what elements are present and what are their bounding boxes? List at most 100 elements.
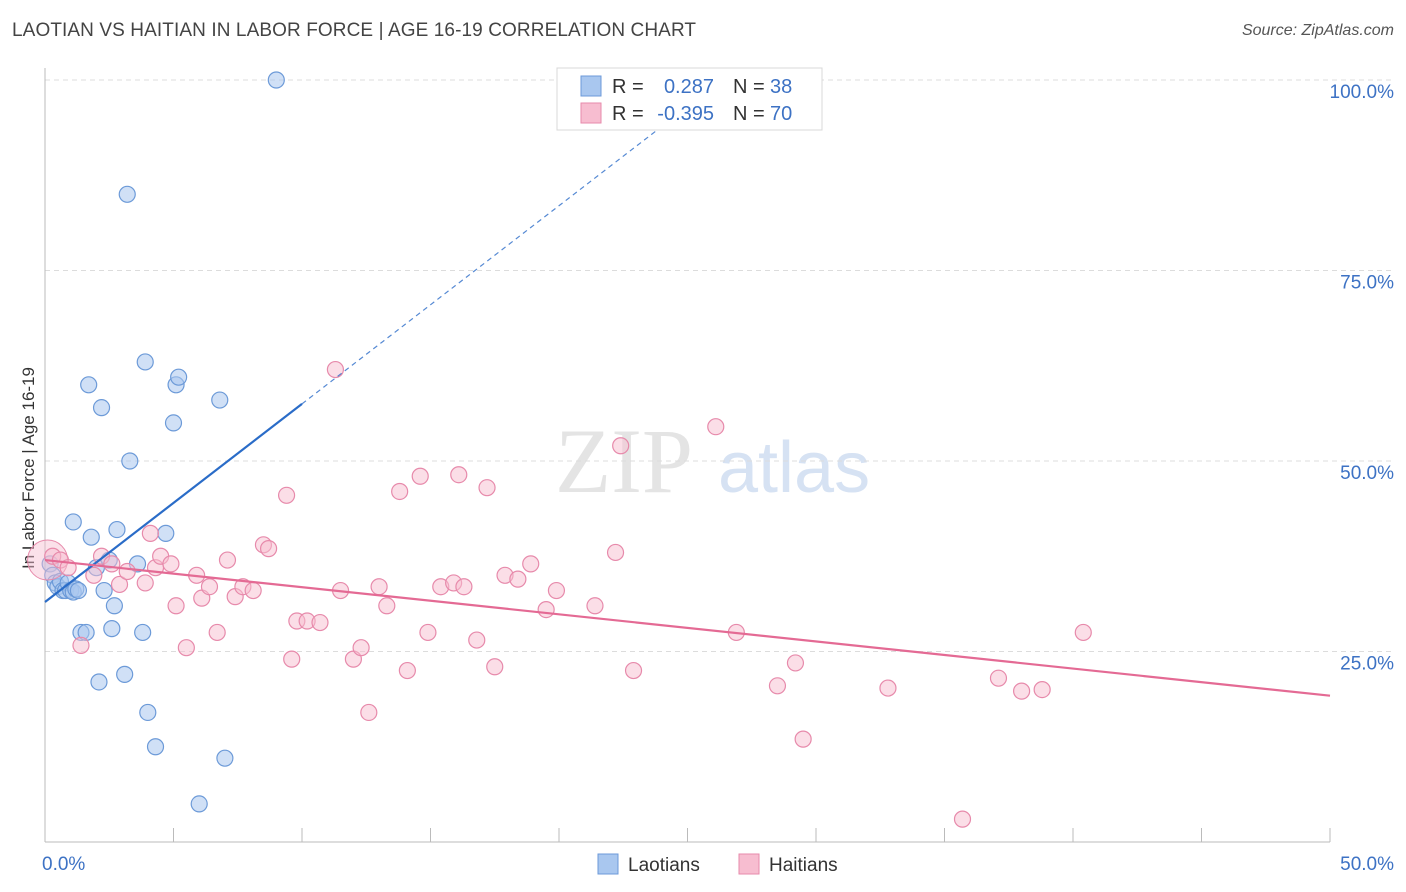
haitian-point-51 xyxy=(522,555,540,573)
legend-laotians-r-value: 0.287 xyxy=(664,76,714,98)
series-legend-haitians-swatch xyxy=(738,853,760,875)
laotian-point-23 xyxy=(105,597,123,615)
y-tick-label-50: 50.0% xyxy=(1340,463,1394,484)
haitian-point-52 xyxy=(537,600,555,619)
haitian-point-36 xyxy=(370,578,388,596)
laotian-point-16 xyxy=(82,528,100,546)
haitian-point-7 xyxy=(110,575,129,594)
y-tick-label-75: 75.0% xyxy=(1340,273,1394,294)
y-tick-label-100: 100.0% xyxy=(1330,82,1395,103)
haitian-point-30 xyxy=(311,613,329,632)
haitian-point-3 xyxy=(72,636,90,655)
watermark-atlas: atlas xyxy=(718,428,870,508)
haitian-point-54 xyxy=(586,597,604,615)
haitian-point-40 xyxy=(411,467,429,485)
haitian-point-38 xyxy=(391,482,409,501)
laotian-point-37 xyxy=(190,795,208,813)
legend-haitians-r-label: R = xyxy=(612,103,644,125)
legend-haitians-n-value: 70 xyxy=(770,103,792,125)
legend-laotians-n-value: 38 xyxy=(770,76,792,98)
series-legend-laotians-swatch xyxy=(597,853,619,875)
haitian-point-23 xyxy=(244,581,262,600)
laotian-point-11 xyxy=(69,581,88,600)
y-axis-title: In Labor Force | Age 16-19 xyxy=(19,367,38,569)
series-legend: Laotians Haitians xyxy=(597,853,838,876)
haitian-point-50 xyxy=(509,570,527,588)
x-tick-labels: 0.0% 50.0% xyxy=(42,854,1394,875)
haitian-point-55 xyxy=(606,543,625,562)
laotian-point-31 xyxy=(139,703,157,722)
legend-laotians-r-label: R = xyxy=(612,76,644,98)
haitian-point-53 xyxy=(547,581,566,600)
haitian-point-61 xyxy=(786,654,805,672)
y-tick-labels: 25.0% 50.0% 75.0% 100.0% xyxy=(1330,82,1395,675)
laotian-point-34 xyxy=(164,414,183,432)
haitian-point-56 xyxy=(612,437,630,455)
haitian-point-41 xyxy=(419,623,437,642)
axes xyxy=(44,68,1331,843)
haitian-point-18 xyxy=(200,578,219,596)
haitian-point-34 xyxy=(352,639,370,657)
haitian-point-15 xyxy=(177,639,195,657)
haitian-point-66 xyxy=(1012,682,1031,700)
haitian-point-20 xyxy=(218,551,237,569)
laotians-trend-line xyxy=(44,402,303,603)
haitian-point-37 xyxy=(378,597,396,615)
laotian-point-25 xyxy=(116,665,134,683)
haitian-point-6 xyxy=(103,555,121,573)
laotian-point-38 xyxy=(211,391,229,409)
haitian-point-60 xyxy=(768,677,787,695)
legend-haitians-n-label: N = xyxy=(733,103,765,125)
haitian-point-39 xyxy=(398,661,416,680)
laotian-point-30 xyxy=(136,353,154,371)
correlation-legend: R = 0.287 N = 38 R = -0.395 N = 70 xyxy=(556,67,823,131)
haitian-point-58 xyxy=(707,418,725,436)
y-tick-label-25: 25.0% xyxy=(1340,654,1394,675)
haitians-trend-line xyxy=(44,558,1331,697)
gridlines xyxy=(45,79,1392,652)
laotian-point-29 xyxy=(134,623,152,642)
haitian-point-19 xyxy=(208,623,226,642)
legend-haitians-swatch xyxy=(580,102,602,124)
series-legend-haitians-label: Haitians xyxy=(769,855,838,876)
haitians-points xyxy=(27,360,1092,828)
haitian-point-8 xyxy=(118,562,136,581)
x-tick-label-max: 50.0% xyxy=(1340,854,1394,875)
laotian-point-27 xyxy=(121,452,139,470)
haitian-point-9 xyxy=(136,574,154,592)
haitian-point-47 xyxy=(478,479,496,497)
laotian-point-19 xyxy=(92,399,111,417)
laotian-point-22 xyxy=(103,620,121,638)
haitian-point-57 xyxy=(624,661,643,680)
haitian-point-46 xyxy=(468,631,486,649)
laotian-point-20 xyxy=(95,581,113,600)
haitian-point-4 xyxy=(85,566,103,584)
haitian-point-35 xyxy=(360,703,378,722)
x-tick-label-min: 0.0% xyxy=(42,854,85,875)
laotian-point-32 xyxy=(146,738,165,756)
laotian-point-18 xyxy=(90,673,108,691)
laotian-point-15 xyxy=(80,376,98,394)
haitian-point-14 xyxy=(167,597,185,615)
laotian-point-40 xyxy=(267,71,285,89)
haitian-point-67 xyxy=(1033,680,1051,699)
haitian-point-31 xyxy=(326,360,345,379)
haitian-point-64 xyxy=(953,810,972,828)
haitian-point-62 xyxy=(794,730,812,748)
laotian-point-12 xyxy=(64,513,82,531)
series-legend-laotians-label: Laotians xyxy=(628,855,700,876)
haitian-point-48 xyxy=(486,658,504,676)
chart-title: LAOTIAN VS HAITIAN IN LABOR FORCE | AGE … xyxy=(12,20,697,41)
legend-haitians-r-value: -0.395 xyxy=(657,103,714,125)
laotians-trend-extension xyxy=(301,106,688,405)
haitian-point-10 xyxy=(141,524,159,542)
haitian-point-65 xyxy=(989,669,1008,687)
laotian-point-33 xyxy=(157,524,175,542)
haitian-point-26 xyxy=(277,486,296,504)
haitian-point-44 xyxy=(450,466,468,484)
laotian-point-24 xyxy=(108,520,126,539)
haitian-point-27 xyxy=(283,650,301,668)
legend-laotians-n-label: N = xyxy=(733,76,765,98)
laotian-point-36 xyxy=(170,368,188,386)
